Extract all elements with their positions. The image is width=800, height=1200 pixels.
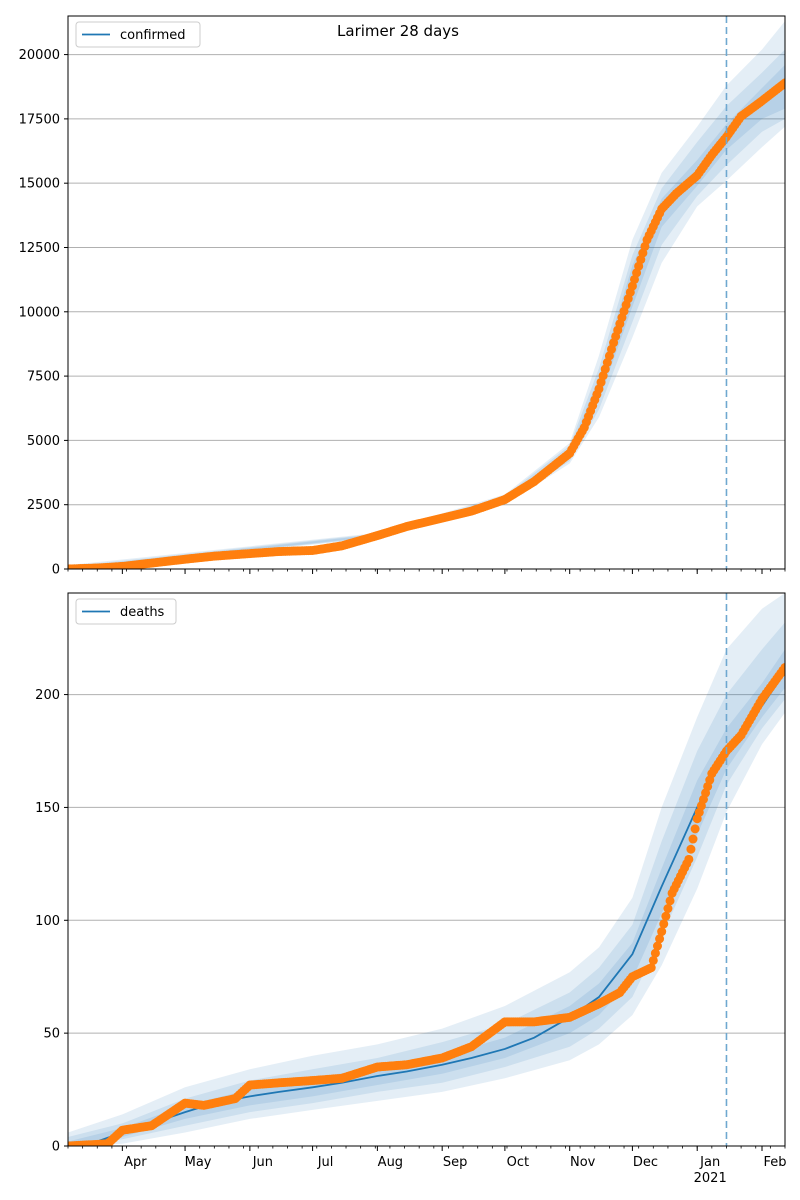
x-tick-label: Jan	[699, 1155, 720, 1170]
plot-area	[68, 593, 785, 1146]
deaths-panel: 0 50 100 150 200 Apr May Jun Jul Aug Sep Oct Nov Dec J…	[35, 592, 787, 1186]
x-tick-label: Sep	[443, 1155, 468, 1170]
observed-point	[652, 941, 662, 951]
uncertainty-band-1	[68, 593, 785, 1146]
y-tick-label: 17500	[19, 112, 60, 127]
observed-point	[648, 955, 658, 965]
observed-point	[650, 948, 660, 958]
legend: deaths	[75, 598, 177, 625]
uncertainty-band-1	[68, 21, 785, 569]
observed-point	[657, 927, 667, 937]
observed-point	[780, 662, 785, 672]
x-tick-label: Feb	[763, 1155, 786, 1170]
y-tick-label: 12500	[19, 241, 60, 256]
x-tick-sublabel: 2021	[694, 1171, 727, 1186]
legend-label: confirmed	[120, 28, 186, 43]
figure-title: Larimer 28 days	[337, 22, 459, 40]
y-tick-label: 15000	[19, 177, 60, 192]
x-tick-label: Jul	[317, 1155, 334, 1170]
y-tick-label: 200	[35, 688, 60, 703]
observed-point	[665, 896, 675, 906]
observed-point	[686, 844, 696, 854]
axes-frame	[67, 15, 786, 570]
x-tick-label: Apr	[124, 1155, 147, 1170]
legend-label: deaths	[120, 605, 165, 620]
observed-point	[780, 78, 785, 88]
x-tick-label: Aug	[378, 1155, 403, 1170]
observed-point	[663, 904, 673, 914]
plot-area	[68, 21, 785, 569]
y-tick-label: 50	[43, 1027, 60, 1042]
y-tick-label: 5000	[27, 434, 60, 449]
observed-point	[661, 911, 671, 921]
observed-point	[646, 963, 656, 973]
y-tick-label: 0	[52, 563, 60, 578]
x-tick-label: Nov	[570, 1155, 596, 1170]
confirmed-panel: 0 2500 5000 7500 10000 12500 15000 17500 20000 co…	[19, 15, 786, 578]
y-tick-label: 10000	[19, 305, 60, 320]
x-tick-label: Jun	[252, 1155, 273, 1170]
axes-frame	[67, 592, 786, 1147]
observed-point	[655, 934, 665, 944]
y-tick-label: 150	[35, 801, 60, 816]
y-tick-label: 100	[35, 914, 60, 929]
y-tick-label: 0	[52, 1140, 60, 1155]
observed-point	[659, 919, 669, 929]
x-tick-label: May	[185, 1155, 212, 1170]
uncertainty-band-2	[68, 622, 785, 1146]
y-tick-label: 20000	[19, 48, 60, 63]
legend: confirmed	[75, 21, 201, 48]
x-tick-label: Dec	[633, 1155, 658, 1170]
x-tick-label: Oct	[507, 1155, 529, 1170]
observed-point	[688, 834, 698, 844]
legend-box	[75, 21, 201, 48]
y-tick-label: 2500	[27, 498, 60, 513]
y-tick-label: 7500	[27, 370, 60, 385]
legend-box	[75, 598, 177, 625]
observed-point	[690, 824, 700, 834]
series-line-deaths	[68, 671, 785, 1146]
observed-point	[684, 854, 694, 864]
